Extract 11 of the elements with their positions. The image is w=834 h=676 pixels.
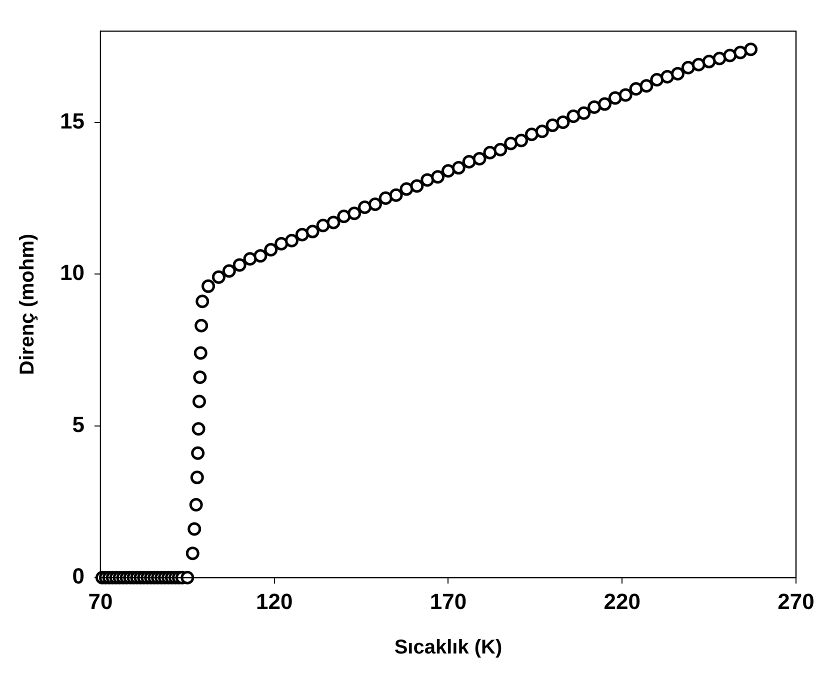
y-tick-label: 15 xyxy=(60,108,84,134)
x-tick-label: 270 xyxy=(778,588,814,614)
x-tick-label: 120 xyxy=(256,588,293,614)
x-axis-title: Sıcaklık (K) xyxy=(394,636,502,659)
y-tick-label: 0 xyxy=(72,564,84,589)
x-tick-label: 170 xyxy=(430,588,467,614)
x-tick-label: 70 xyxy=(88,588,113,614)
y-axis-title: Direnç (mohm) xyxy=(16,234,39,375)
y-tick-label: 10 xyxy=(60,260,84,286)
x-tick-label: 220 xyxy=(604,588,640,614)
y-tick-label: 5 xyxy=(72,412,84,437)
